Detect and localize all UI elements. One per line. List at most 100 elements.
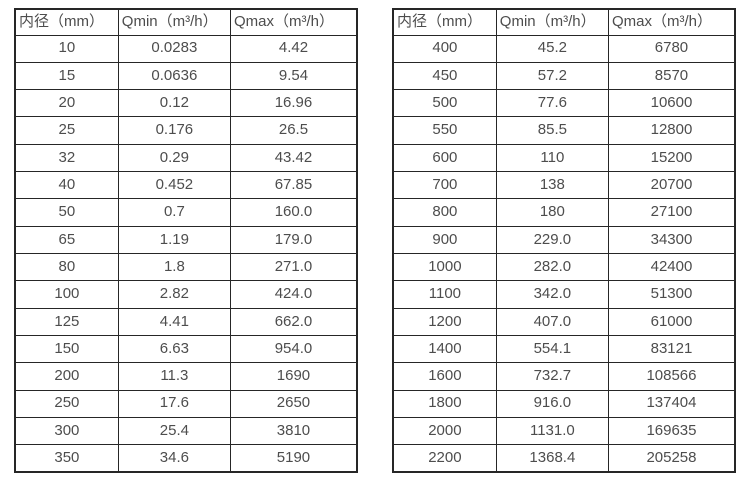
- table-cell: 10600: [607, 89, 736, 118]
- table-cell: 350: [14, 444, 119, 473]
- table-cell: 0.0283: [117, 34, 231, 63]
- table-cell: 77.6: [495, 89, 609, 118]
- table-cell: 554.1: [495, 334, 609, 364]
- table-cell: 954.0: [229, 334, 358, 364]
- column-header: Qmax（m³/h）: [229, 8, 358, 36]
- table-row: 1000 282.0 42400: [392, 252, 736, 282]
- table-cell: 137404: [607, 389, 736, 418]
- column-header: Qmin（m³/h）: [495, 8, 609, 36]
- table-cell: 0.0636: [117, 61, 231, 91]
- table-row: 450 57.2 8570: [392, 61, 736, 91]
- table-cell: 17.6: [117, 389, 231, 418]
- table-cell: 550: [392, 116, 497, 145]
- table-cell: 125: [14, 307, 119, 336]
- table-row: 40 0.452 67.85: [14, 171, 358, 200]
- table-row: 2200 1368.4 205258: [392, 444, 736, 473]
- table-row: 550 85.5 12800: [392, 116, 736, 145]
- table-cell: 2000: [392, 416, 497, 446]
- table-cell: 342.0: [495, 280, 609, 309]
- table-row: 125 4.41 662.0: [14, 307, 358, 336]
- table-cell: 250: [14, 389, 119, 418]
- table-cell: 0.7: [117, 198, 231, 227]
- table-cell: 1.19: [117, 225, 231, 255]
- table-cell: 407.0: [495, 307, 609, 336]
- table-cell: 400: [392, 34, 497, 63]
- table-cell: 2650: [229, 389, 358, 418]
- table-cell: 110: [495, 143, 609, 173]
- table-cell: 1131.0: [495, 416, 609, 446]
- table-cell: 205258: [607, 444, 736, 473]
- table-cell: 6780: [607, 34, 736, 63]
- table-cell: 1000: [392, 252, 497, 282]
- table-cell: 500: [392, 89, 497, 118]
- table-cell: 0.12: [117, 89, 231, 118]
- table-cell: 1690: [229, 362, 358, 391]
- table-cell: 900: [392, 225, 497, 255]
- tables-container: 内径（mm） Qmin（m³/h） Qmax（m³/h） 10 0.0283 4.42 15…: [14, 8, 736, 473]
- column-header: 内径（mm）: [14, 8, 119, 36]
- table-cell: 662.0: [229, 307, 358, 336]
- table-cell: 180: [495, 198, 609, 227]
- table-cell: 65: [14, 225, 119, 255]
- table-cell: 12800: [607, 116, 736, 145]
- table-cell: 2.82: [117, 280, 231, 309]
- table-row: 1100 342.0 51300: [392, 280, 736, 309]
- table-cell: 1800: [392, 389, 497, 418]
- table-cell: 732.7: [495, 362, 609, 391]
- table-row: 1800 916.0 137404: [392, 389, 736, 418]
- table-cell: 160.0: [229, 198, 358, 227]
- table-cell: 450: [392, 61, 497, 91]
- table-row: 150 6.63 954.0: [14, 334, 358, 364]
- table-cell: 11.3: [117, 362, 231, 391]
- table-cell: 32: [14, 143, 119, 173]
- table-cell: 271.0: [229, 252, 358, 282]
- table-cell: 1400: [392, 334, 497, 364]
- table-cell: 800: [392, 198, 497, 227]
- table-cell: 138: [495, 171, 609, 200]
- table-cell: 200: [14, 362, 119, 391]
- table-cell: 229.0: [495, 225, 609, 255]
- flow-spec-table-large-diameters: 内径（mm） Qmin（m³/h） Qmax（m³/h） 400 45.2 6780 450…: [392, 8, 736, 473]
- table-row: 350 34.6 5190: [14, 444, 358, 473]
- table-cell: 57.2: [495, 61, 609, 91]
- column-header: 内径（mm）: [392, 8, 497, 36]
- table-row: 700 138 20700: [392, 171, 736, 200]
- table-row: 100 2.82 424.0: [14, 280, 358, 309]
- table-row: 15 0.0636 9.54: [14, 61, 358, 91]
- table-row: 20 0.12 16.96: [14, 89, 358, 118]
- column-header: Qmax（m³/h）: [607, 8, 736, 36]
- table-cell: 45.2: [495, 34, 609, 63]
- table-row: 800 180 27100: [392, 198, 736, 227]
- table-cell: 34.6: [117, 444, 231, 473]
- table-row: 25 0.176 26.5: [14, 116, 358, 145]
- table-cell: 300: [14, 416, 119, 446]
- table-cell: 40: [14, 171, 119, 200]
- header-row: 内径（mm） Qmin（m³/h） Qmax（m³/h）: [392, 8, 736, 36]
- table-cell: 1100: [392, 280, 497, 309]
- table-row: 1600 732.7 108566: [392, 362, 736, 391]
- table-row: 50 0.7 160.0: [14, 198, 358, 227]
- table-cell: 1368.4: [495, 444, 609, 473]
- table-cell: 1.8: [117, 252, 231, 282]
- table-cell: 600: [392, 143, 497, 173]
- table-row: 32 0.29 43.42: [14, 143, 358, 173]
- table-cell: 42400: [607, 252, 736, 282]
- table-cell: 169635: [607, 416, 736, 446]
- table-cell: 80: [14, 252, 119, 282]
- table-cell: 8570: [607, 61, 736, 91]
- table-cell: 1200: [392, 307, 497, 336]
- table-cell: 700: [392, 171, 497, 200]
- table-cell: 150: [14, 334, 119, 364]
- table-cell: 5190: [229, 444, 358, 473]
- table-cell: 25: [14, 116, 119, 145]
- flow-spec-table-small-diameters: 内径（mm） Qmin（m³/h） Qmax（m³/h） 10 0.0283 4.42 15…: [14, 8, 358, 473]
- table-cell: 67.85: [229, 171, 358, 200]
- table-row: 65 1.19 179.0: [14, 225, 358, 255]
- table-cell: 50: [14, 198, 119, 227]
- column-header: Qmin（m³/h）: [117, 8, 231, 36]
- table-cell: 6.63: [117, 334, 231, 364]
- table-row: 200 11.3 1690: [14, 362, 358, 391]
- table-cell: 0.29: [117, 143, 231, 173]
- table-cell: 20700: [607, 171, 736, 200]
- table-cell: 15: [14, 61, 119, 91]
